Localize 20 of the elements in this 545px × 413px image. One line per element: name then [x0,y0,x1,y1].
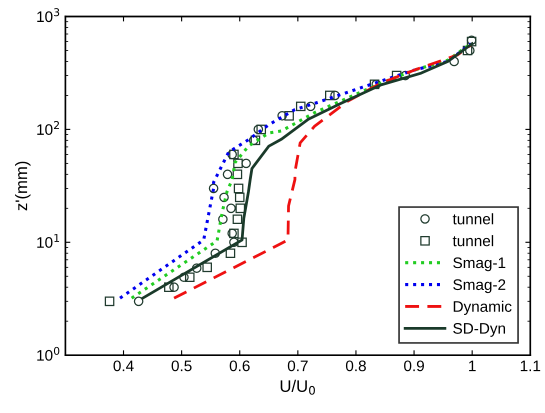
y-axis-title: z'(mm) [15,162,31,210]
legend-label: SD-Dyn [453,323,506,337]
x-tick-label: 1.1 [520,360,540,372]
legend-label: Smag-1 [453,257,506,272]
x-tick-label: 0.4 [113,360,134,372]
legend-label: tunnel [452,235,494,246]
legend-label: Dynamic [454,300,512,315]
x-tick-label: 0.9 [404,360,424,372]
y-tick-label: 10$^{0}$ [37,346,60,361]
y-tick-label: 10$^{1}$ [37,234,60,248]
x-tick-label: 0.7 [288,360,308,372]
x-tick-label: 0.6 [230,360,250,372]
y-tick-label: 10$^{3}$ [37,8,60,22]
legend-label: tunnel [452,213,494,224]
x-tick-label: 0.8 [346,360,366,372]
x-axis-title: U/U$_{0}$ [280,380,315,395]
x-tick-label: 1 [469,360,476,372]
x-tick-label: 0.5 [172,360,192,372]
y-tick-label: 10$^{2}$ [37,121,59,135]
legend-label: Smag-2 [453,279,506,294]
